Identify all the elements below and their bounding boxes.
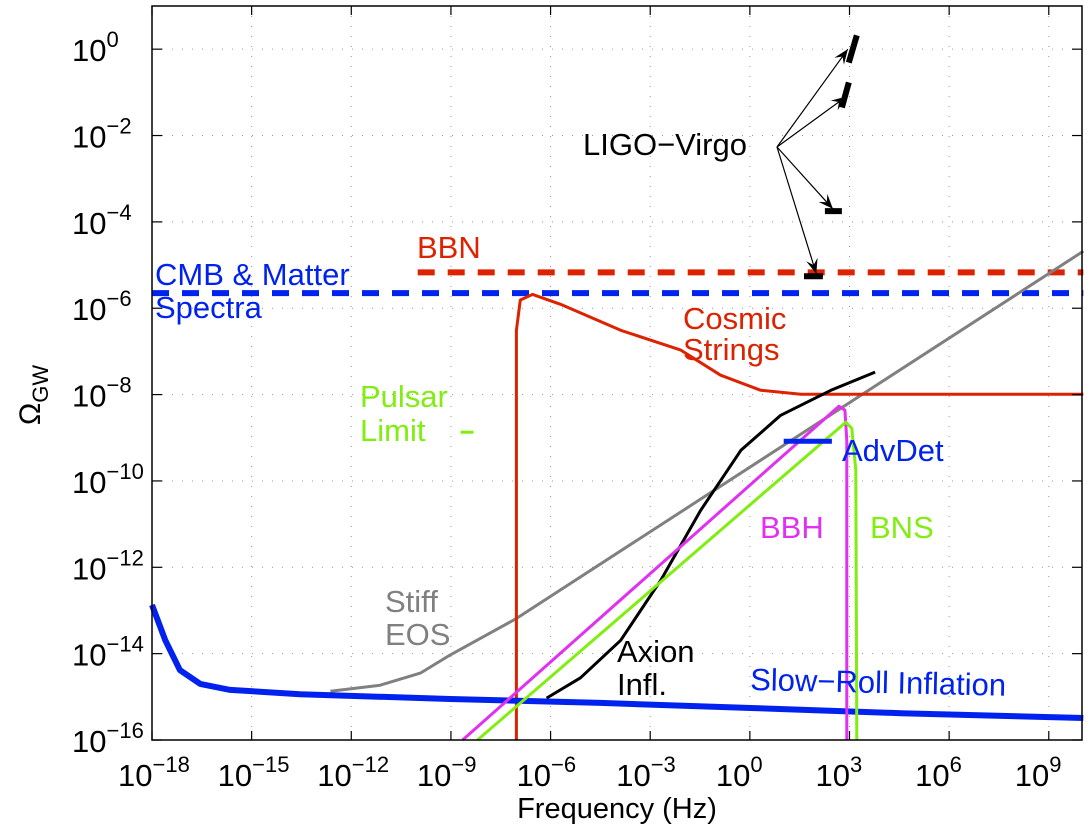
y-tick-label: 10−4 xyxy=(72,200,132,241)
series-bbh xyxy=(461,404,849,742)
annotation-pulsar-line1: Pulsar xyxy=(360,379,448,414)
ligo-arrow-line xyxy=(776,96,847,148)
annotation-axion-line1: Axion xyxy=(617,634,695,669)
ligo-arrow-head xyxy=(818,193,833,209)
ligo-arrow-line xyxy=(776,48,849,148)
x-tick-label: 10−6 xyxy=(517,752,577,793)
annotation-cosmic-line1: Cosmic xyxy=(683,301,786,336)
ligo-arrow-head xyxy=(830,96,847,111)
annotation-bns: BNS xyxy=(870,510,934,545)
annotation-cosmic-line2: Strings xyxy=(683,332,779,367)
series-ligo-virgo-s2 xyxy=(839,81,852,109)
grid-lines xyxy=(151,6,1082,741)
ligo-arrow-line xyxy=(776,146,834,210)
y-tick-label: 10−16 xyxy=(72,718,144,759)
ligo-arrows xyxy=(776,48,849,274)
axis-ticks xyxy=(151,6,1082,741)
x-tick-label: 109 xyxy=(1015,752,1062,793)
y-tick-label: 10−10 xyxy=(72,459,144,500)
plot-frame xyxy=(151,5,1083,741)
x-tick-label: 10−12 xyxy=(317,752,389,793)
x-axis-label: Frequency (Hz) xyxy=(517,793,717,825)
y-tick-label: 100 xyxy=(72,27,119,68)
series-slow-roll-inflation xyxy=(149,603,1084,721)
y-tick-label: 10−12 xyxy=(72,545,144,586)
annotation-advdet: AdvDet xyxy=(842,433,944,468)
ligo-arrow-line xyxy=(776,146,817,274)
x-tick-label: 10−3 xyxy=(616,752,676,793)
series-axion-infl- xyxy=(545,370,876,700)
svg-text:ΩGW: ΩGW xyxy=(14,365,53,426)
annotation-ligo: LIGO−Virgo xyxy=(583,127,747,162)
annotation-slow-roll: Slow−Roll Inflation xyxy=(750,662,1007,703)
y-tick-label: 10−2 xyxy=(72,114,132,155)
annotation-cmb-line1: CMB & Matter xyxy=(155,257,350,292)
annotation-bbh: BBH xyxy=(760,510,824,545)
series-cosmic-strings xyxy=(514,292,1084,740)
x-tick-label: 10−9 xyxy=(417,752,477,793)
ligo-arrow-head xyxy=(834,49,848,65)
x-tick-label: 10−15 xyxy=(218,752,290,793)
annotation-cmb-line2: Spectra xyxy=(155,290,263,325)
series-bns xyxy=(476,420,859,742)
annotation-pulsar-line2: Limit xyxy=(360,413,426,448)
annotation-eos-line2: EOS xyxy=(385,617,450,652)
series-stiff-eos xyxy=(330,249,1085,693)
y-tick-label: 10−8 xyxy=(72,373,132,414)
y-axis-label-sub: GW xyxy=(28,365,53,403)
y-tick-label: 10−6 xyxy=(72,286,132,327)
x-tick-label: 103 xyxy=(816,752,863,793)
annotation-eos-line1: Stiff xyxy=(385,584,438,619)
y-tick-label: 10−14 xyxy=(72,632,144,673)
y-axis-label: ΩGW xyxy=(14,365,53,426)
ligo-arrow-head xyxy=(806,257,818,274)
y-axis-label-main: Ω xyxy=(14,403,47,425)
annotation-bbn: BBN xyxy=(417,230,481,265)
x-tick-label: 106 xyxy=(915,752,962,793)
series-ligo-virgo-s1 xyxy=(845,34,860,64)
series-group xyxy=(149,34,1085,742)
annotation-axion-line2: Infl. xyxy=(617,667,667,702)
x-tick-label: 10−18 xyxy=(118,752,190,793)
x-tick-label: 100 xyxy=(716,752,763,793)
tick-labels: 10−18 10−15 10−12 10−9 10−6 10−3 100 103 106 109 1… xyxy=(72,27,1062,793)
annotations: LIGO−Virgo BBN CMB & Matter Spectra Cosm… xyxy=(155,127,1006,703)
